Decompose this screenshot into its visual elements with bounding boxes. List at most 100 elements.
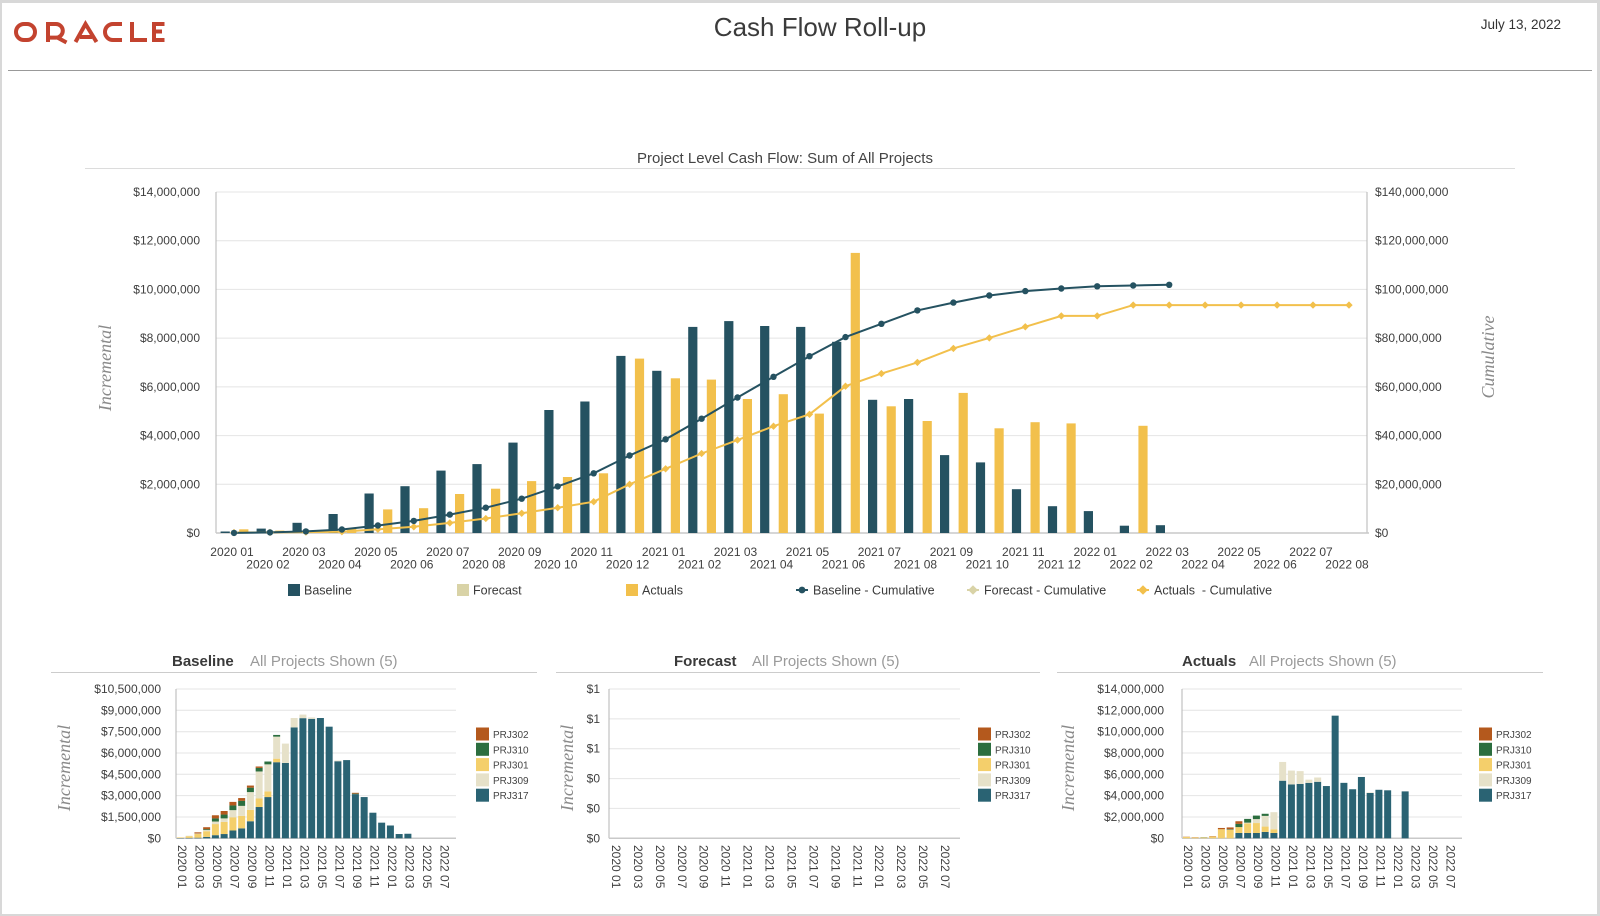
- svg-text:2020 04: 2020 04: [318, 558, 362, 572]
- svg-text:2021 08: 2021 08: [894, 558, 938, 572]
- svg-text:$0: $0: [1375, 526, 1389, 540]
- svg-text:Incremental: Incremental: [95, 325, 115, 412]
- svg-text:$120,000,000: $120,000,000: [1375, 234, 1449, 248]
- svg-text:2021 02: 2021 02: [678, 558, 722, 572]
- svg-text:$10,000,000: $10,000,000: [1097, 725, 1164, 739]
- svg-text:2021 12: 2021 12: [1038, 558, 1082, 572]
- svg-text:2020 07: 2020 07: [1233, 845, 1247, 889]
- svg-text:$9,000,000: $9,000,000: [101, 703, 161, 717]
- svg-text:2020 09: 2020 09: [697, 845, 711, 889]
- svg-text:$6,000,000: $6,000,000: [1104, 767, 1164, 781]
- svg-text:2020 03: 2020 03: [282, 545, 326, 559]
- svg-text:Baseline: Baseline: [172, 653, 234, 670]
- svg-text:2020 05: 2020 05: [210, 845, 224, 889]
- svg-text:PRJ301: PRJ301: [1496, 761, 1532, 772]
- svg-text:2021 05: 2021 05: [315, 845, 329, 889]
- svg-text:PRJ310: PRJ310: [995, 745, 1031, 756]
- svg-text:2021 09: 2021 09: [828, 845, 842, 889]
- svg-text:$6,000,000: $6,000,000: [140, 380, 200, 394]
- svg-text:PRJ301: PRJ301: [995, 761, 1031, 772]
- svg-text:$7,500,000: $7,500,000: [101, 725, 161, 739]
- svg-text:2022 01: 2022 01: [1391, 845, 1405, 889]
- svg-text:2020 12: 2020 12: [606, 558, 650, 572]
- svg-text:2020 06: 2020 06: [390, 558, 434, 572]
- svg-text:PRJ317: PRJ317: [493, 791, 529, 802]
- svg-text:PRJ302: PRJ302: [1496, 730, 1532, 741]
- svg-text:2021 04: 2021 04: [750, 558, 794, 572]
- svg-text:2021 07: 2021 07: [806, 845, 820, 889]
- svg-text:$12,000,000: $12,000,000: [1097, 703, 1164, 717]
- svg-text:2021 09: 2021 09: [350, 845, 364, 889]
- svg-text:2021 01: 2021 01: [642, 545, 686, 559]
- svg-text:2022 07: 2022 07: [1443, 845, 1457, 889]
- svg-text:$12,000,000: $12,000,000: [133, 234, 200, 248]
- svg-text:Incremental: Incremental: [557, 725, 577, 812]
- svg-text:$1,500,000: $1,500,000: [101, 810, 161, 824]
- svg-text:2021 11: 2021 11: [367, 845, 381, 888]
- svg-text:PRJ317: PRJ317: [995, 791, 1031, 802]
- svg-text:Forecast: Forecast: [674, 653, 737, 670]
- svg-text:2020 01: 2020 01: [1181, 845, 1195, 889]
- svg-text:2022 03: 2022 03: [1146, 545, 1190, 559]
- svg-text:PRJ310: PRJ310: [1496, 745, 1532, 756]
- svg-text:$40,000,000: $40,000,000: [1375, 429, 1442, 443]
- svg-text:2020 11: 2020 11: [719, 845, 733, 888]
- svg-text:2021 03: 2021 03: [1303, 845, 1317, 889]
- svg-text:2021 05: 2021 05: [1321, 845, 1335, 889]
- svg-text:2020 03: 2020 03: [631, 845, 645, 889]
- svg-text:2020 07: 2020 07: [227, 845, 241, 889]
- svg-text:2020 09: 2020 09: [1251, 845, 1265, 889]
- svg-text:2021 09: 2021 09: [1356, 845, 1370, 889]
- svg-text:Actuals - Cumulative: Actuals - Cumulative: [1154, 584, 1272, 598]
- svg-text:All Projects Shown (5): All Projects Shown (5): [1249, 653, 1397, 670]
- svg-text:2022 03: 2022 03: [894, 845, 908, 889]
- svg-text:Incremental: Incremental: [54, 725, 74, 812]
- svg-text:2020 03: 2020 03: [192, 845, 206, 889]
- svg-text:2021 09: 2021 09: [930, 545, 974, 559]
- svg-text:2020 07: 2020 07: [426, 545, 470, 559]
- svg-text:$100,000,000: $100,000,000: [1375, 282, 1449, 296]
- svg-text:2022 05: 2022 05: [1426, 845, 1440, 889]
- svg-text:2021 11: 2021 11: [1373, 845, 1387, 888]
- svg-text:2022 07: 2022 07: [437, 845, 451, 889]
- svg-text:$8,000,000: $8,000,000: [140, 331, 200, 345]
- svg-text:2022 08: 2022 08: [1325, 558, 1369, 572]
- svg-text:2021 03: 2021 03: [763, 845, 777, 889]
- svg-text:All Projects Shown (5): All Projects Shown (5): [250, 653, 398, 670]
- svg-text:2020 05: 2020 05: [653, 845, 667, 889]
- svg-text:$20,000,000: $20,000,000: [1375, 477, 1442, 491]
- svg-text:$0: $0: [1151, 831, 1165, 845]
- svg-text:Actuals: Actuals: [1182, 653, 1236, 670]
- svg-text:$10,500,000: $10,500,000: [94, 682, 161, 696]
- svg-text:$4,500,000: $4,500,000: [101, 767, 161, 781]
- svg-text:PRJ309: PRJ309: [493, 776, 529, 787]
- svg-text:Incremental: Incremental: [1058, 725, 1078, 812]
- svg-text:2021 07: 2021 07: [332, 845, 346, 889]
- svg-text:2020 07: 2020 07: [675, 845, 689, 889]
- svg-text:2020 11: 2020 11: [570, 545, 613, 559]
- svg-text:Actuals: Actuals: [642, 584, 683, 598]
- svg-text:PRJ317: PRJ317: [1496, 791, 1532, 802]
- svg-text:$0: $0: [587, 772, 601, 786]
- svg-text:2021 11: 2021 11: [850, 845, 864, 888]
- svg-text:2022 03: 2022 03: [1408, 845, 1422, 889]
- svg-text:2022 01: 2022 01: [385, 845, 399, 889]
- svg-text:2021 03: 2021 03: [714, 545, 758, 559]
- svg-text:2021 10: 2021 10: [966, 558, 1010, 572]
- svg-text:Cumulative: Cumulative: [1478, 316, 1498, 399]
- svg-text:2022 05: 2022 05: [1217, 545, 1261, 559]
- svg-text:2021 05: 2021 05: [786, 545, 830, 559]
- svg-text:July 13, 2022: July 13, 2022: [1481, 17, 1561, 32]
- svg-text:2020 05: 2020 05: [1216, 845, 1230, 889]
- svg-text:2021 01: 2021 01: [741, 845, 755, 889]
- svg-text:2022 04: 2022 04: [1181, 558, 1225, 572]
- svg-text:$4,000,000: $4,000,000: [140, 429, 200, 443]
- svg-text:2020 10: 2020 10: [534, 558, 578, 572]
- svg-text:2022 05: 2022 05: [916, 845, 930, 889]
- svg-text:Baseline - Cumulative: Baseline - Cumulative: [813, 584, 935, 598]
- svg-text:PRJ302: PRJ302: [995, 730, 1031, 741]
- svg-text:2022 03: 2022 03: [402, 845, 416, 889]
- svg-text:$3,000,000: $3,000,000: [101, 789, 161, 803]
- svg-text:Baseline: Baseline: [304, 584, 352, 598]
- svg-text:Forecast: Forecast: [473, 584, 522, 598]
